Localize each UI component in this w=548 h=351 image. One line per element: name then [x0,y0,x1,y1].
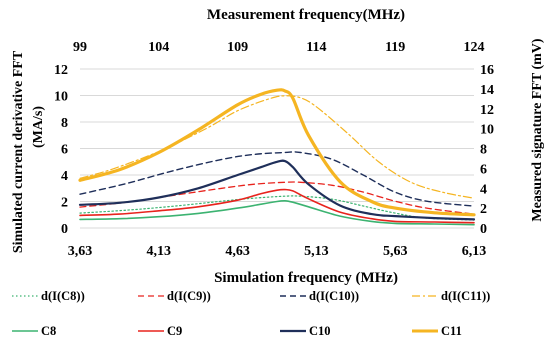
right-y-tick-label: 8 [480,143,487,158]
left-y-tick-label: 12 [54,63,68,78]
left-y-tick-label: 6 [61,143,68,158]
series-line-c11 [78,88,476,217]
series-line-c8 [79,199,475,226]
series-line-d-i-c10 [79,151,475,207]
left-y-tick-label: 4 [61,169,68,184]
series-layer [78,88,476,226]
right-y-tick-label: 14 [480,83,494,98]
left-y-axis-title: Simulated current derivative FFT [11,50,26,253]
left-y-tick-label: 0 [61,222,68,237]
series-line-d-i-c8 [79,195,475,221]
series-line-c9 [79,188,475,224]
x-tick-label: 6,13 [462,244,487,259]
right-y-axis-title: Measured signature FFT (mV) [530,38,545,221]
legend-label: C8 [41,324,56,338]
left-y-tick-label: 2 [61,196,68,211]
top-x-tick-label: 119 [385,40,405,55]
legend-label: d(I(C10)) [309,289,359,303]
right-y-tick-label: 4 [480,182,487,197]
top-x-tick-label: 124 [464,40,485,55]
legend-label: C10 [309,324,331,338]
right-y-tick-label: 6 [480,162,487,177]
x-tick-label: 4,63 [225,244,250,259]
right-y-tick-label: 0 [480,222,487,237]
top-axis-title: Measurement frequency(MHz) [207,7,405,23]
tick-labels: 0 2 4 6 8 10 12 0 2 4 6 8 10 12 14 16 3,63 4,13 4,63 5,13 5,… [54,40,494,259]
series-line-d-i-c11 [79,95,475,199]
top-x-tick-label: 104 [148,40,169,55]
legend-label: C9 [167,324,182,338]
legend-label: d(I(C9)) [167,289,211,303]
left-y-axis-unit: (MA/s) [31,106,46,148]
x-tick-label: 4,13 [147,244,172,259]
left-y-tick-label: 10 [54,90,68,105]
series-line-c10 [78,159,476,221]
right-y-tick-label: 12 [480,103,494,118]
right-y-tick-label: 2 [480,202,487,217]
legend: d(I(C8)) d(I(C9)) d(I(C10)) d(I(C11)) C8 C9 C1… [12,289,490,338]
left-y-tick-label: 8 [61,116,68,131]
top-x-tick-label: 114 [306,40,326,55]
x-tick-label: 3,63 [68,244,93,259]
right-y-tick-label: 16 [480,63,494,78]
x-axis-title: Simulation frequency (MHz) [214,270,398,286]
top-x-tick-label: 109 [227,40,248,55]
top-x-tick-label: 99 [73,40,87,55]
x-tick-label: 5,13 [304,244,329,259]
legend-label: C11 [441,324,462,338]
right-y-tick-label: 10 [480,123,494,138]
x-tick-label: 5,63 [383,244,408,259]
legend-label: d(I(C11)) [441,289,490,303]
legend-label: d(I(C8)) [41,289,85,303]
gridlines [80,68,474,229]
